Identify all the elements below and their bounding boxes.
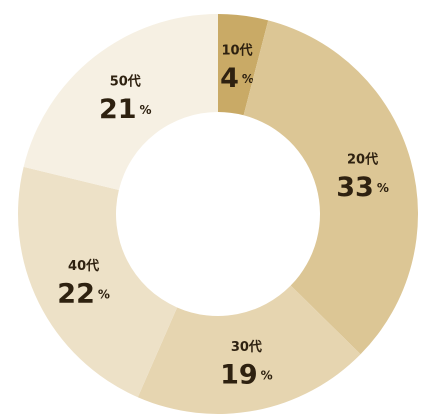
category-label: 10代 [221, 43, 252, 59]
category-label: 30代 [231, 339, 262, 355]
donut-slice [243, 20, 418, 355]
value-label: 19% [220, 359, 273, 390]
donut-slice [137, 285, 361, 414]
value-unit: % [98, 287, 110, 301]
value-unit: % [261, 368, 273, 382]
value-number: 4 [220, 63, 239, 94]
value-number: 21 [99, 94, 137, 125]
donut-slice [218, 14, 269, 116]
donut-slice [17, 166, 178, 398]
value-number: 22 [57, 278, 95, 309]
value-number: 33 [336, 172, 374, 203]
value-label: 4% [220, 63, 254, 94]
value-label: 22% [57, 278, 110, 309]
value-number: 19 [220, 359, 258, 390]
value-unit: % [242, 72, 254, 86]
value-unit: % [377, 181, 389, 195]
category-label: 20代 [347, 152, 378, 168]
value-unit: % [140, 103, 152, 117]
value-label: 33% [336, 172, 389, 203]
value-label: 21% [99, 94, 152, 125]
category-label: 50代 [110, 74, 141, 90]
category-label: 40代 [68, 258, 99, 274]
donut-slice [23, 14, 219, 190]
